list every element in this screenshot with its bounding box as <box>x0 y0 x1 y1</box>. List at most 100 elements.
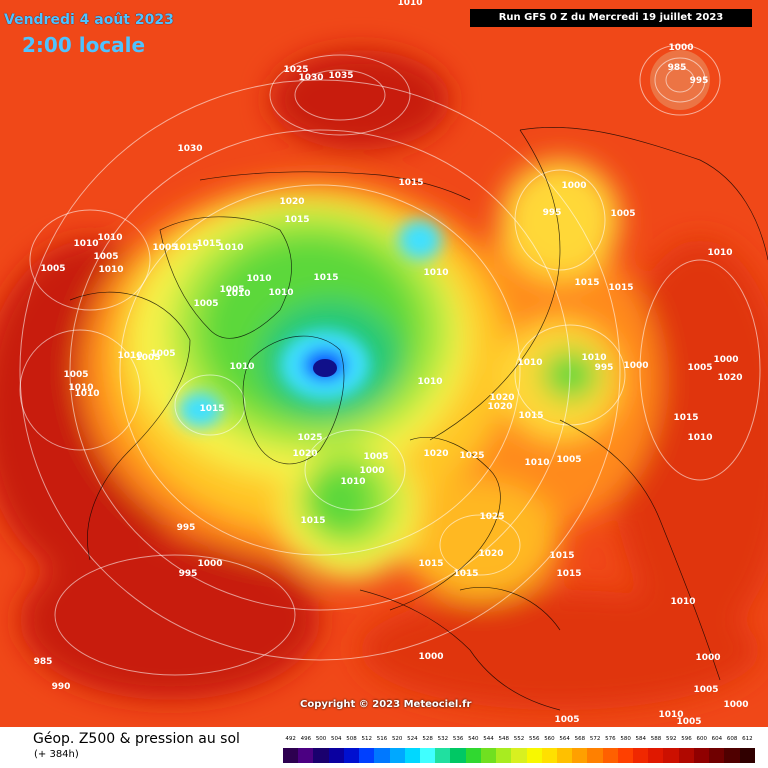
isobar-label: 1010 <box>417 377 442 387</box>
isobar-label: 1000 <box>723 700 748 710</box>
scale-label: 492 <box>285 736 296 742</box>
scale-swatch <box>587 748 603 763</box>
isobar-label: 1000 <box>695 653 720 663</box>
isobar-label: 1025 <box>479 512 504 522</box>
scale-swatch <box>633 748 649 763</box>
isobar-label: 1015 <box>418 559 443 569</box>
isobar-label: 1035 <box>328 71 353 81</box>
isobar-label: 1010 <box>670 597 695 607</box>
isobar-label: 1010 <box>581 353 606 363</box>
scale-swatch <box>602 748 618 763</box>
isobar-label: 1000 <box>197 559 222 569</box>
isobar-label: 1020 <box>423 449 448 459</box>
isobar-label: 1010 <box>658 710 683 720</box>
isobar-label: 1005 <box>693 685 718 695</box>
scale-label: 552 <box>513 736 525 742</box>
isobar-label: 1015 <box>313 273 338 283</box>
scale-label: 604 <box>711 736 723 742</box>
isobar-label: 1005 <box>63 370 88 380</box>
scale-swatch <box>556 748 573 763</box>
scale-label: 576 <box>605 736 616 742</box>
isobar-label: 1000 <box>668 43 693 53</box>
isobar-label: 1015 <box>608 283 633 293</box>
scale-swatch <box>450 748 466 763</box>
scale-label: 612 <box>742 736 753 742</box>
isobar-label: 1030 <box>177 144 202 154</box>
scale-swatch <box>465 748 481 763</box>
isobar-label: 1010 <box>246 274 271 284</box>
isobar-label: 1010 <box>225 289 250 299</box>
isobar-label: 1010 <box>68 383 93 393</box>
isobar-label: 1010 <box>97 233 122 243</box>
legend-footer: Géop. Z500 & pression au sol (+ 384h) 49… <box>0 727 768 768</box>
isobar-label: 1005 <box>152 243 177 253</box>
scale-swatch <box>374 748 390 763</box>
scale-label: 556 <box>528 736 540 742</box>
isobar-label: 1005 <box>363 452 388 462</box>
isobar-label: 1020 <box>487 402 512 412</box>
isobar-label: 1005 <box>219 285 244 295</box>
isobar-label: 1015 <box>453 569 478 579</box>
scale-label: 608 <box>726 736 738 742</box>
scale-swatch <box>298 748 314 763</box>
scale-label: 528 <box>422 736 433 742</box>
isobar-label: 1015 <box>518 411 543 421</box>
scale-label: 544 <box>483 736 494 742</box>
color-scale-labels: 492 496 500 504 508 512 516 520 524 528 532 536 540 5… <box>283 736 755 746</box>
isobar-label: 1025 <box>283 65 308 75</box>
isobar-label: 995 <box>177 523 196 533</box>
scale-swatch <box>404 748 420 763</box>
scale-label: 520 <box>391 736 403 742</box>
scale-swatch <box>419 748 436 763</box>
isobar-label: 1000 <box>418 652 443 662</box>
isobar-label: 1010 <box>687 433 712 443</box>
isobar-label: 1020 <box>292 449 317 459</box>
isobar-label: 1010 <box>397 0 422 8</box>
scale-label: 588 <box>650 736 662 742</box>
isobar-label: 1005 <box>554 715 579 725</box>
isobar-label: 1010 <box>340 477 365 487</box>
scale-swatch <box>709 748 725 763</box>
isobar-label: 1015 <box>173 243 198 253</box>
isobar-label: 1000 <box>623 361 648 371</box>
scale-label: 596 <box>681 736 692 742</box>
isobar-label: 1005 <box>193 299 218 309</box>
isobar-label: 1015 <box>196 239 221 249</box>
scale-swatch <box>739 748 755 763</box>
scale-swatch <box>480 748 497 763</box>
scale-swatch <box>526 748 542 763</box>
isobar-label: 1005 <box>610 209 635 219</box>
scale-swatch <box>678 748 694 763</box>
isobar-label: 1015 <box>673 413 698 423</box>
isobar-label: 1015 <box>549 551 574 561</box>
isobar-label: 1025 <box>459 451 484 461</box>
isobar-label: 1010 <box>74 389 99 399</box>
isobar-label: 1025 <box>297 433 322 443</box>
scale-swatch <box>435 748 451 763</box>
isobar-label: 1000 <box>359 466 384 476</box>
scale-swatch <box>724 748 740 763</box>
scale-swatch <box>693 748 710 763</box>
isobar-label: 990 <box>52 682 71 692</box>
isobar-label: 1020 <box>489 393 514 403</box>
isobar-label: 1010 <box>73 239 98 249</box>
scale-label: 516 <box>376 736 388 742</box>
isobar-label: 1005 <box>40 264 65 274</box>
scale-label: 524 <box>407 736 418 742</box>
scale-swatch <box>389 748 405 763</box>
isobar-label: 995 <box>690 76 709 86</box>
scale-swatch <box>617 748 634 763</box>
isobar-label: 1015 <box>398 178 423 188</box>
scale-label: 580 <box>620 736 631 742</box>
scale-swatch <box>511 748 527 763</box>
scale-label: 536 <box>452 736 464 742</box>
isobar-label: 1030 <box>298 73 323 83</box>
isobar-label: 1000 <box>561 181 586 191</box>
forecast-date: Vendredi 4 août 2023 <box>4 12 174 28</box>
isobar-label: 1005 <box>556 455 581 465</box>
forecast-time: 2:00 locale <box>22 33 146 57</box>
copyright-text: Copyright © 2023 Meteociel.fr <box>300 699 472 710</box>
isobar-label: 1015 <box>300 516 325 526</box>
isobar-label: 1000 <box>713 355 738 365</box>
